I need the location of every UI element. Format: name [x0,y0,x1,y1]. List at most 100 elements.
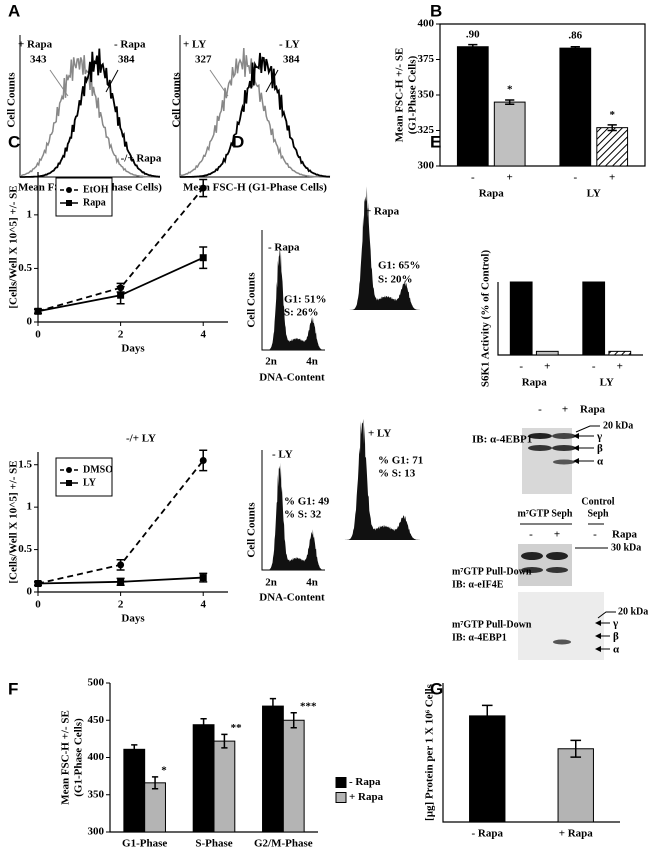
legend-label: Rapa [83,197,106,208]
legend-box [55,177,113,217]
bar [557,748,594,823]
marker [34,580,42,588]
y-axis-label: (G1-Phase Cells) [73,718,85,797]
annotation: * [161,764,167,776]
y-tick-label: 325 [418,124,435,136]
error-bar [131,744,138,755]
histogram [20,55,160,178]
band [521,567,543,573]
x-tick-label: + Rapa [559,828,594,840]
label: Rapa [580,404,606,416]
label: m⁷GTP Seph [518,508,573,519]
y-tick-label: 300 [88,826,105,838]
label: % S: 13 [378,468,416,480]
band [528,433,552,439]
band [553,639,571,645]
label: - [593,529,597,541]
legend-label: DMSO [83,464,113,475]
legend-swatch [335,777,347,788]
label: 2n [265,577,277,589]
blot [518,544,572,586]
label: 343 [30,54,47,66]
legend-marker [66,200,72,206]
bar [144,782,166,833]
bar [282,719,305,833]
marker [117,561,125,569]
label: Rapa [612,529,638,541]
label: α [597,456,604,468]
bar [509,281,533,356]
error-bar [290,712,297,729]
band [552,433,576,439]
error-bar [200,718,207,732]
marker [199,254,207,262]
y-tick-label: 0.5 [18,543,32,555]
label: + Rapa [18,39,53,51]
y-axis-label: S6K1 Activity (% of Control) [480,250,492,388]
label: - [538,404,542,416]
label: γ [596,431,602,443]
label: G1: 51% [284,294,326,306]
x-tick-label: 4 [200,329,206,341]
y-tick-label: 500 [88,677,105,689]
label: F [8,679,18,698]
y-tick-label: 350 [418,89,435,101]
bar [535,350,559,356]
x-tick-label: + [544,361,550,373]
annotation: * [507,84,513,96]
error-bar [505,99,515,105]
pointer [265,69,279,93]
label: α [613,644,620,656]
histogram [262,246,325,350]
x-tick-label: + [609,172,615,184]
histogram [262,462,325,570]
bar [469,715,506,823]
label: Control [581,496,614,507]
label: + LY [183,39,206,51]
label: D [232,132,244,151]
label: S: 26% [284,307,319,319]
bar [123,748,146,833]
legend-label: - Rapa [349,776,381,788]
error-bar [570,45,580,51]
band [546,567,568,573]
label: 384 [283,54,300,66]
x-tick-label: 0 [35,599,41,611]
label: 4n [306,356,318,368]
y-axis-label: (G1-Phase Cells) [407,55,419,134]
histogram [180,52,331,178]
error-bar [151,776,159,790]
annotation: .86 [568,30,582,42]
marker-line [597,611,616,619]
x-tick-label: 0 [35,329,41,341]
label: 20 kDa [618,606,648,617]
marker [117,578,125,586]
label: 2n [265,356,277,368]
bar [582,281,606,356]
x-tick-label: 2 [118,599,124,611]
chart-title: -/+ Rapa [121,153,162,165]
bar [456,46,489,167]
x-axis-label: Days [121,613,145,625]
legend-label: EtOH [83,184,109,195]
label: + [562,404,568,416]
y-tick-label: 350 [88,788,105,800]
error-bar [570,739,582,758]
y-tick-label: 1 [27,501,33,513]
label: + Rapa [365,206,400,218]
band [552,445,576,451]
x-tick-label: - Rapa [472,828,504,840]
x-tick-label: G1-Phase [122,838,167,847]
bar [262,705,284,833]
label: Cell Counts [246,272,258,328]
bar [192,724,215,833]
group-label: Rapa [522,377,548,389]
label: β [613,631,619,643]
label: % G1: 71 [378,455,423,467]
label: γ [612,618,618,630]
pointer [105,69,119,93]
label: 384 [118,54,135,66]
label: Cell Counts [246,502,258,558]
label: m⁷GTP Pull-Down [452,619,532,630]
